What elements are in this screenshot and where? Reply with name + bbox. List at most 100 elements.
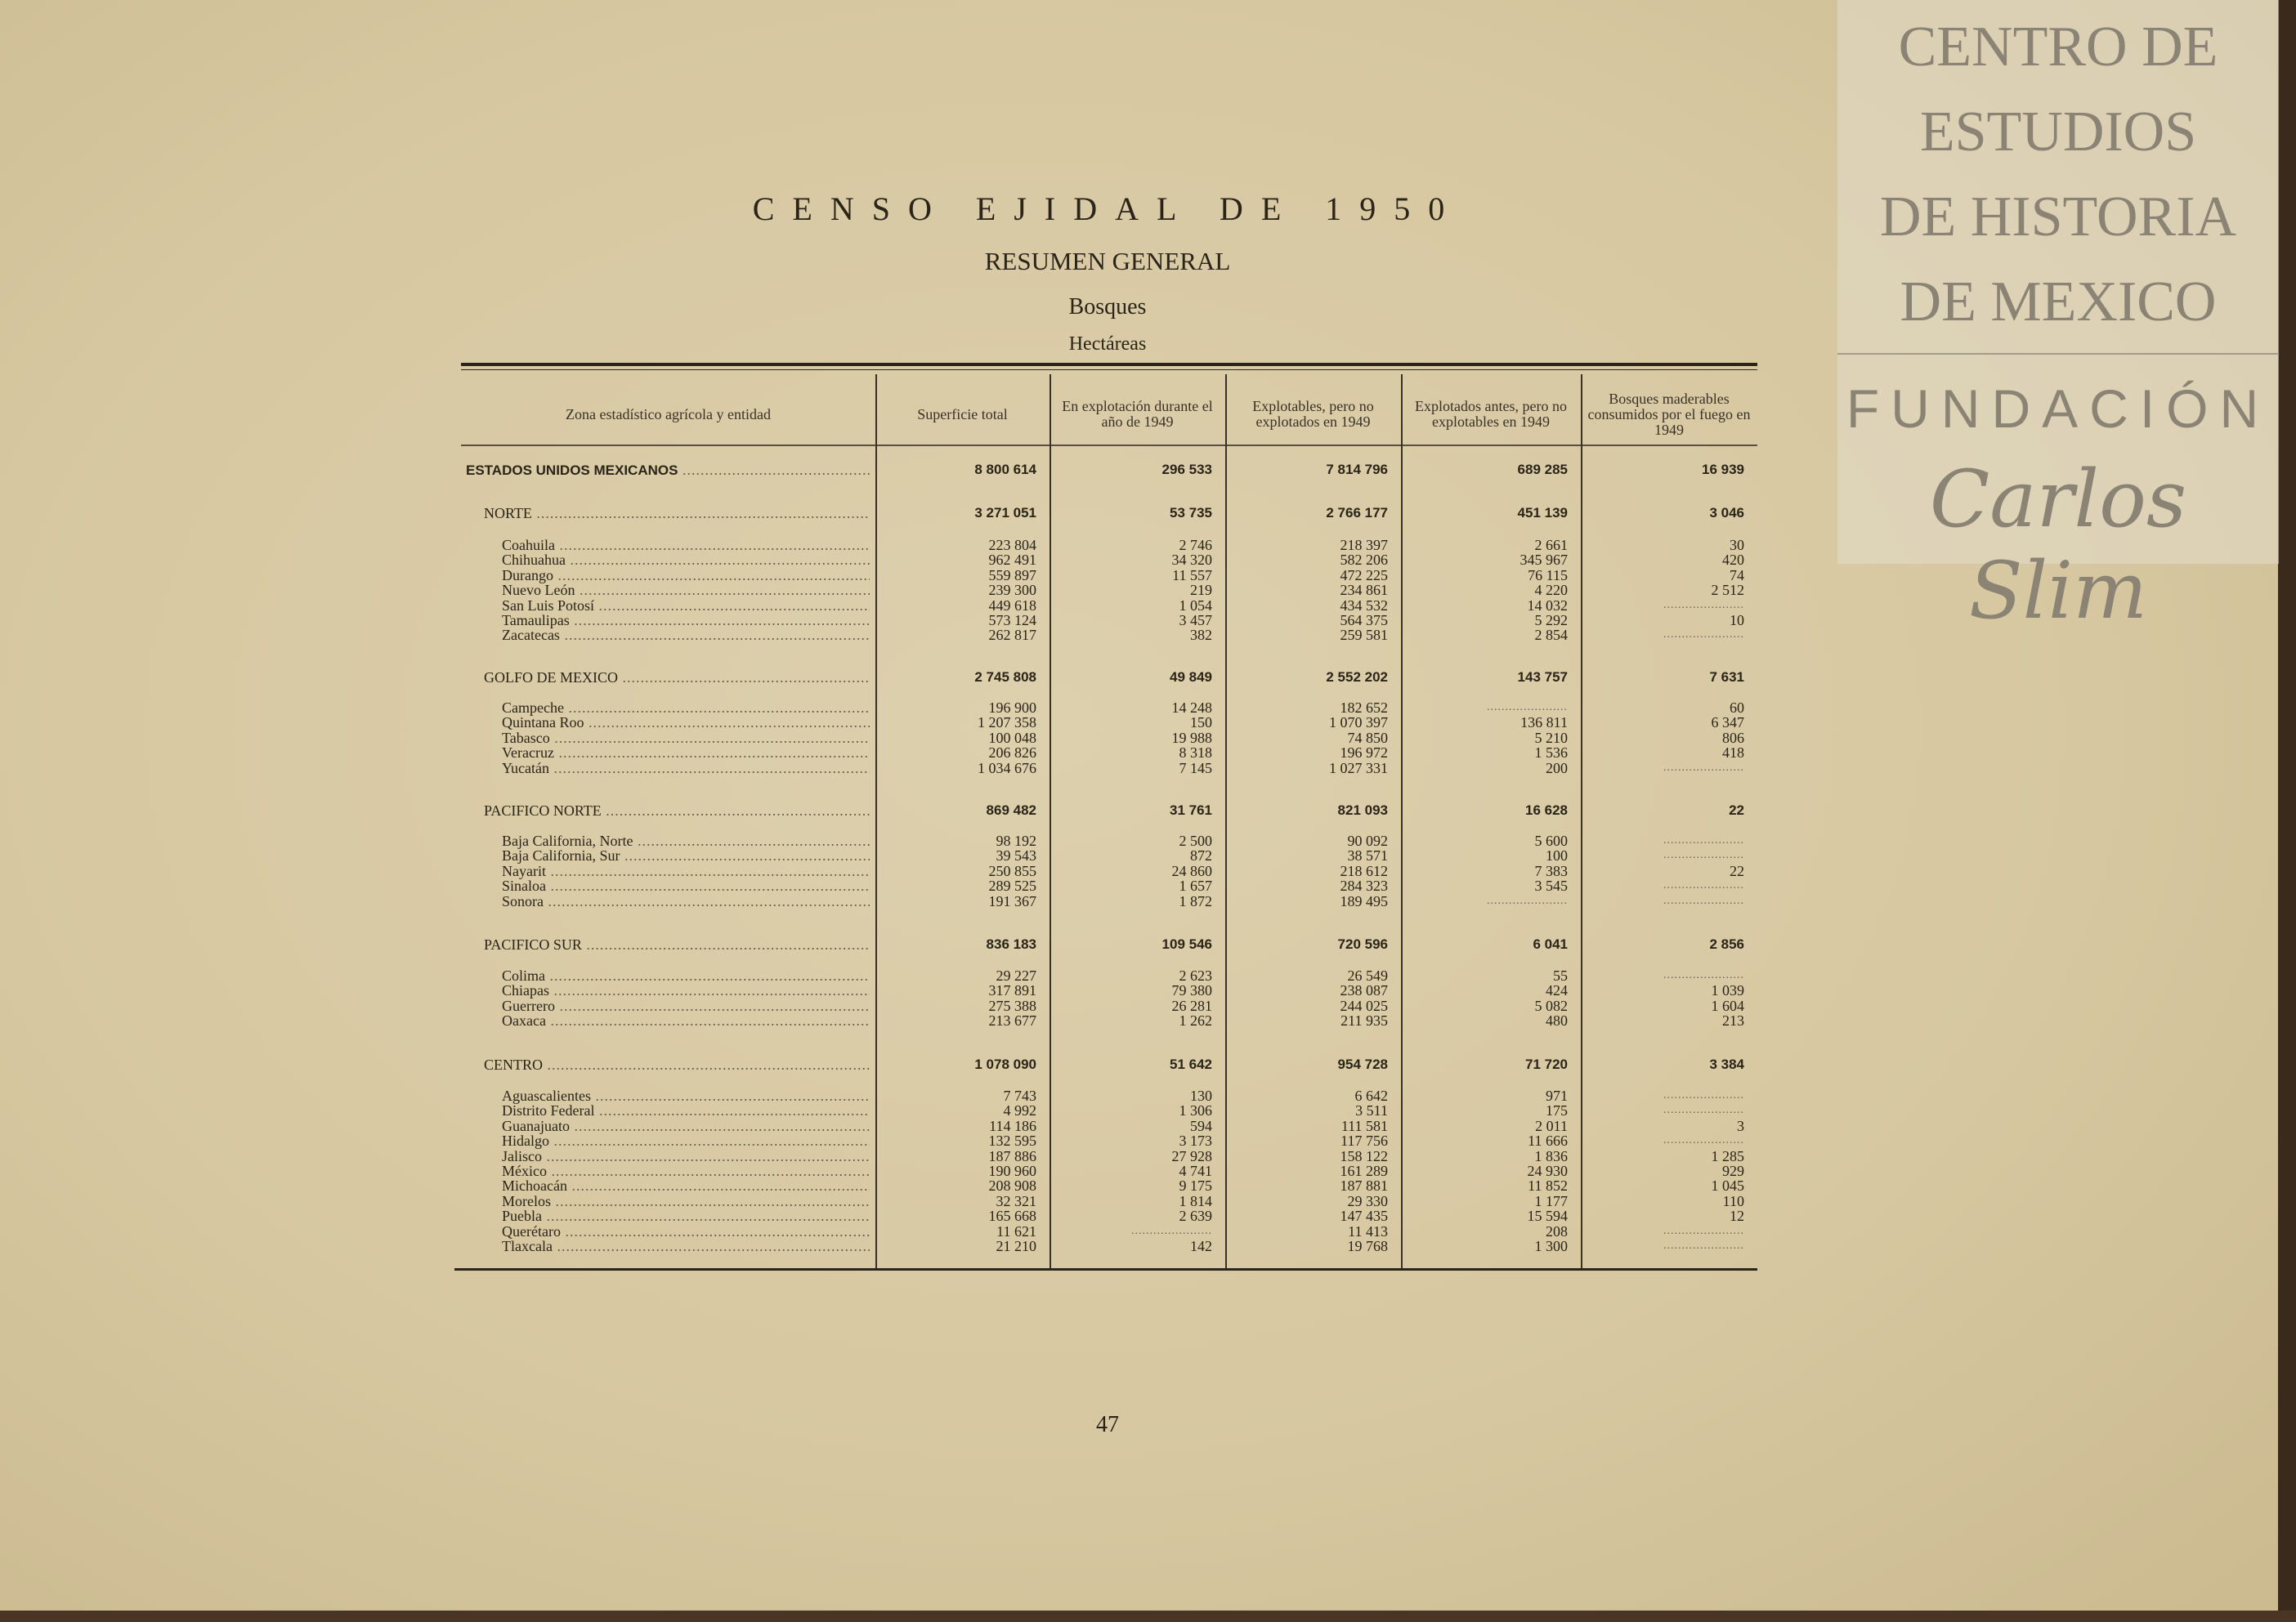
entity-name: Jalisco	[502, 1147, 542, 1164]
value-cell: 208 908	[988, 1177, 1037, 1195]
state-row: Quintana Roo ...........................…	[461, 714, 1757, 731]
state-row: Zacatecas ..............................…	[461, 627, 1757, 643]
unit-label: Hectáreas	[1068, 333, 1147, 355]
leader-dots: ........................................…	[550, 862, 870, 879]
page-subtitle: RESUMEN GENERAL	[984, 247, 1231, 275]
entity-name: Tamaulipas	[502, 612, 570, 628]
value-cell: ......................	[1663, 849, 1744, 862]
entity-name: Tabasco	[502, 729, 550, 746]
value-cell: 284 323	[1340, 878, 1389, 895]
leader-dots: ........................................…	[595, 1088, 870, 1104]
row-label: Tlaxcala ...............................…	[461, 1238, 870, 1254]
value-cell: 6 347	[1711, 714, 1745, 731]
value-cell: 451 139	[1517, 505, 1568, 521]
value-cell: 1 262	[1179, 1012, 1213, 1030]
zone-total-row: CENTRO .................................…	[461, 1057, 1757, 1073]
row-label: Quintana Roo ...........................…	[461, 714, 870, 731]
value-cell: 564 375	[1340, 612, 1389, 628]
value-cell: 218 397	[1340, 537, 1389, 553]
zone-total-row: GOLFO DE MEXICO ........................…	[461, 669, 1757, 686]
value-cell: ......................	[1663, 879, 1744, 892]
watermark: CENTRO DE ESTUDIOS DE HISTORIA DE MEXICO…	[1837, 0, 2279, 637]
row-label: Querétaro ..............................…	[461, 1223, 870, 1240]
leader-dots: ........................................…	[570, 552, 871, 569]
column-header: En explotación durante el año de 1949	[1062, 398, 1213, 430]
leader-dots: ........................................…	[637, 833, 870, 849]
leader-dots: ........................................…	[547, 1057, 871, 1073]
value-cell: 2 745 808	[974, 669, 1036, 685]
value-cell: 434 532	[1340, 597, 1389, 614]
table-top-rule	[461, 363, 1757, 366]
value-cell: 196 900	[988, 699, 1037, 716]
row-label: Nuevo León .............................…	[461, 582, 870, 598]
value-cell: 7 814 796	[1326, 462, 1388, 477]
value-cell: 211 935	[1340, 1012, 1388, 1030]
row-label: Sinaloa ................................…	[461, 878, 870, 894]
value-cell: 2 856	[1709, 936, 1744, 952]
value-cell: 1 027 331	[1329, 759, 1388, 776]
column-divider	[875, 374, 877, 1268]
value-cell: 244 025	[1340, 997, 1389, 1014]
row-label: Coahuila ...............................…	[461, 537, 870, 553]
watermark-divider	[1837, 353, 2279, 355]
value-cell: 11 852	[1528, 1177, 1568, 1195]
entity-name: PACIFICO NORTE	[484, 802, 602, 819]
state-row: Aguascalientes .........................…	[461, 1088, 1757, 1104]
value-cell: 5 292	[1534, 612, 1569, 628]
value-cell: 8 318	[1179, 744, 1213, 762]
state-row: San Luis Potosí ........................…	[461, 597, 1757, 614]
watermark-line: ESTUDIOS	[1919, 101, 2197, 163]
leader-dots: ........................................…	[574, 612, 870, 628]
value-cell: ......................	[1663, 1240, 1744, 1252]
value-cell: 1 604	[1711, 997, 1745, 1014]
entity-name: Puebla	[502, 1208, 542, 1225]
value-cell: 3 545	[1534, 878, 1569, 895]
row-label: Tamaulipas .............................…	[461, 612, 870, 628]
value-cell: 689 285	[1517, 462, 1568, 477]
value-cell: 1 872	[1179, 892, 1213, 909]
value-cell: 14 248	[1171, 699, 1213, 716]
value-cell: 190 960	[988, 1163, 1037, 1179]
value-cell: 2 766 177	[1326, 505, 1388, 521]
value-cell: 158 122	[1340, 1147, 1389, 1164]
value-cell: 2 512	[1711, 582, 1745, 599]
value-cell: 38 571	[1347, 847, 1389, 865]
value-cell: 1 536	[1534, 744, 1569, 762]
state-row: Hidalgo ................................…	[461, 1133, 1757, 1149]
value-cell: 71 720	[1525, 1057, 1568, 1072]
entity-name: Hidalgo	[502, 1133, 549, 1150]
value-cell: 962 491	[988, 552, 1037, 569]
value-cell: 19 988	[1171, 729, 1213, 746]
page-title: CENSO EJIDAL DE 1950	[752, 190, 1463, 227]
value-cell: 1 045	[1711, 1177, 1745, 1195]
value-cell: ......................	[1663, 834, 1744, 847]
value-cell: 39 543	[996, 847, 1037, 865]
state-row: Baja California, Sur ...................…	[461, 847, 1757, 864]
value-cell: 132 595	[988, 1133, 1037, 1150]
row-label: ESTADOS UNIDOS MEXICANOS ...............…	[461, 462, 870, 479]
value-cell: 24 930	[1527, 1163, 1569, 1179]
leader-dots: ........................................…	[549, 967, 871, 984]
value-cell: 10	[1730, 612, 1744, 628]
value-cell: 208	[1546, 1222, 1568, 1240]
row-label: Durango ................................…	[461, 567, 870, 583]
state-row: Yucatán ................................…	[461, 760, 1757, 776]
state-row: Colima .................................…	[461, 967, 1757, 984]
value-cell: 2 011	[1535, 1117, 1568, 1134]
watermark-line: DE HISTORIA	[1879, 185, 2237, 248]
column-header: Zona estadístico agrícola y entidad	[566, 405, 771, 422]
value-cell: 2 639	[1179, 1208, 1213, 1225]
row-label: San Luis Potosí ........................…	[461, 597, 870, 614]
page-edge	[2278, 0, 2296, 1622]
value-cell: 24 860	[1171, 862, 1213, 879]
entity-name: Michoacán	[502, 1177, 567, 1195]
value-cell: ......................	[1663, 1104, 1744, 1117]
value-cell: 250 855	[988, 862, 1037, 879]
value-cell: 2 552 202	[1326, 669, 1388, 685]
zone-total-row: NORTE ..................................…	[461, 505, 1757, 521]
value-cell: 79 380	[1171, 982, 1213, 999]
state-row: Durango ................................…	[461, 567, 1757, 583]
value-cell: 143 757	[1517, 669, 1568, 685]
row-label: Chihuahua ..............................…	[461, 552, 870, 568]
column-divider	[1401, 374, 1403, 1268]
